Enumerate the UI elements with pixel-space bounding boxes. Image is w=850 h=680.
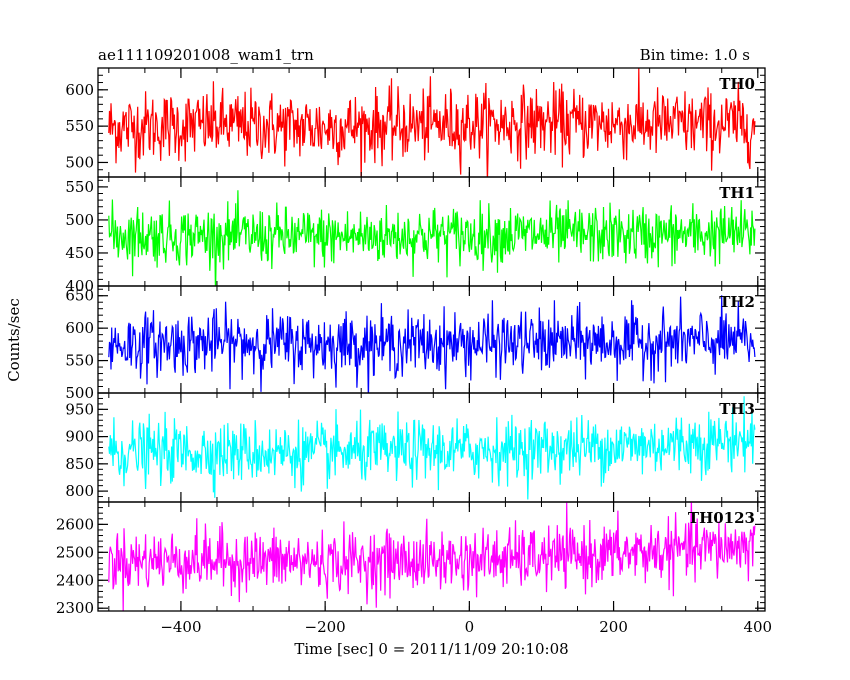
y-tick-label: 950	[65, 400, 94, 418]
x-tick-label: −400	[160, 618, 201, 636]
y-tick-label: 600	[65, 319, 94, 337]
x-tick-label: 200	[599, 618, 628, 636]
y-tick-label: 500	[65, 153, 94, 171]
x-tick-label: 400	[743, 618, 772, 636]
y-tick-label: 800	[65, 482, 94, 500]
y-tick-label: 550	[65, 117, 94, 135]
y-tick-label: 550	[65, 178, 94, 196]
y-tick-label: 2400	[56, 571, 94, 589]
series-th1-line	[108, 190, 756, 286]
y-tick-label: 2500	[56, 543, 94, 561]
y-tick-label: 2300	[56, 599, 94, 617]
y-tick-label: 450	[65, 244, 94, 262]
y-tick-label: 2600	[56, 515, 94, 533]
panel-label-th0123: TH0123	[688, 509, 755, 527]
x-tick-label: −200	[305, 618, 346, 636]
panel-frame-th0123	[97, 501, 766, 612]
series-th0123-line	[108, 502, 756, 611]
panel-label-th3: TH3	[719, 400, 755, 418]
panel-label-th1: TH1	[719, 184, 755, 202]
y-tick-label: 850	[65, 455, 94, 473]
chart-title: ae111109201008_wam1_trn	[98, 46, 314, 64]
y-tick-label: 900	[65, 428, 94, 446]
panel-label-th0: TH0	[719, 75, 755, 93]
x-tick-label: 0	[465, 618, 475, 636]
y-axis-label: Counts/sec	[5, 298, 23, 382]
panel-label-th2: TH2	[719, 293, 755, 311]
y-tick-label: 650	[65, 287, 94, 305]
y-tick-label: 550	[65, 352, 94, 370]
y-tick-label: 400	[65, 277, 94, 295]
y-tick-label: 500	[65, 384, 94, 402]
bin-time-label: Bin time: 1.0 s	[640, 46, 750, 64]
y-tick-label: 600	[65, 81, 94, 99]
series-th0-line	[108, 68, 756, 177]
series-th2-line	[108, 295, 756, 393]
y-tick-label: 500	[65, 211, 94, 229]
x-axis-label: Time [sec] 0 = 2011/11/09 20:10:08	[294, 640, 568, 658]
series-th3-line	[108, 396, 756, 500]
